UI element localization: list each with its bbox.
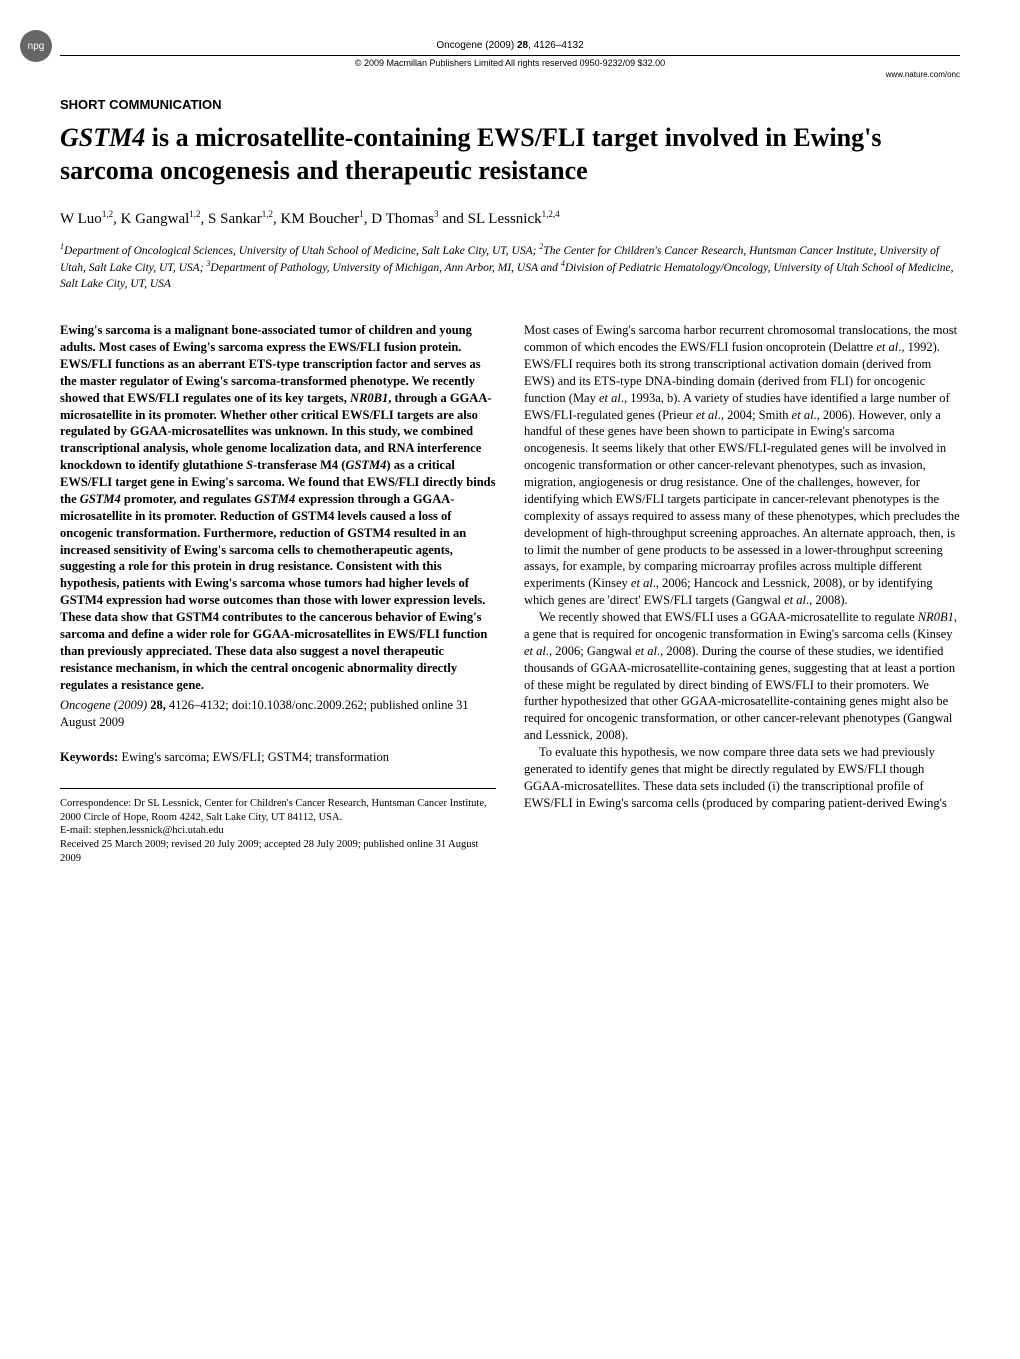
correspondence-dates: Received 25 March 2009; revised 20 July …: [60, 838, 496, 865]
correspondence-address: Correspondence: Dr SL Lessnick, Center f…: [60, 797, 496, 824]
journal-header: Oncogene (2009) 28, 4126–4132: [60, 40, 960, 56]
citation-volume: 28,: [150, 698, 166, 712]
journal-url: www.nature.com/onc: [60, 70, 960, 79]
keywords-text: Ewing's sarcoma; EWS/FLI; GSTM4; transfo…: [118, 750, 389, 764]
two-column-layout: Ewing's sarcoma is a malignant bone-asso…: [60, 322, 960, 865]
journal-volume: 28: [517, 40, 528, 51]
body-paragraph-3: To evaluate this hypothesis, we now comp…: [524, 744, 960, 812]
copyright-line: © 2009 Macmillan Publishers Limited All …: [60, 58, 960, 68]
citation-year: (2009): [114, 698, 147, 712]
citation-pages: 4126–4132;: [169, 698, 229, 712]
correspondence-email: E-mail: stephen.lessnick@hci.utah.edu: [60, 824, 496, 838]
correspondence-divider: [60, 788, 496, 789]
title-rest: is a microsatellite-containing EWS/FLI t…: [60, 123, 881, 185]
npg-logo-badge: npg: [20, 30, 52, 62]
left-column: Ewing's sarcoma is a malignant bone-asso…: [60, 322, 496, 865]
authors-line: W Luo1,2, K Gangwal1,2, S Sankar1,2, KM …: [60, 209, 960, 228]
keywords-block: Keywords: Ewing's sarcoma; EWS/FLI; GSTM…: [60, 749, 496, 766]
abstract: Ewing's sarcoma is a malignant bone-asso…: [60, 322, 496, 693]
section-label: SHORT COMMUNICATION: [60, 97, 960, 112]
article-title: GSTM4 is a microsatellite-containing EWS…: [60, 122, 960, 187]
title-gene: GSTM4: [60, 123, 145, 152]
correspondence-block: Correspondence: Dr SL Lessnick, Center f…: [60, 797, 496, 865]
body-paragraph-2: We recently showed that EWS/FLI uses a G…: [524, 609, 960, 744]
citation-line: Oncogene (2009) 28, 4126–4132; doi:10.10…: [60, 697, 496, 731]
right-column: Most cases of Ewing's sarcoma harbor rec…: [524, 322, 960, 865]
journal-citation-prefix: Oncogene (2009): [436, 40, 517, 51]
journal-citation: Oncogene (2009) 28, 4126–4132: [60, 40, 960, 51]
body-paragraph-1: Most cases of Ewing's sarcoma harbor rec…: [524, 322, 960, 609]
citation-doi: doi:10.1038/onc.2009.262;: [232, 698, 367, 712]
affiliations: 1Department of Oncological Sciences, Uni…: [60, 242, 960, 292]
keywords-label: Keywords:: [60, 750, 118, 764]
journal-pages: , 4126–4132: [528, 40, 584, 51]
citation-journal: Oncogene: [60, 698, 111, 712]
